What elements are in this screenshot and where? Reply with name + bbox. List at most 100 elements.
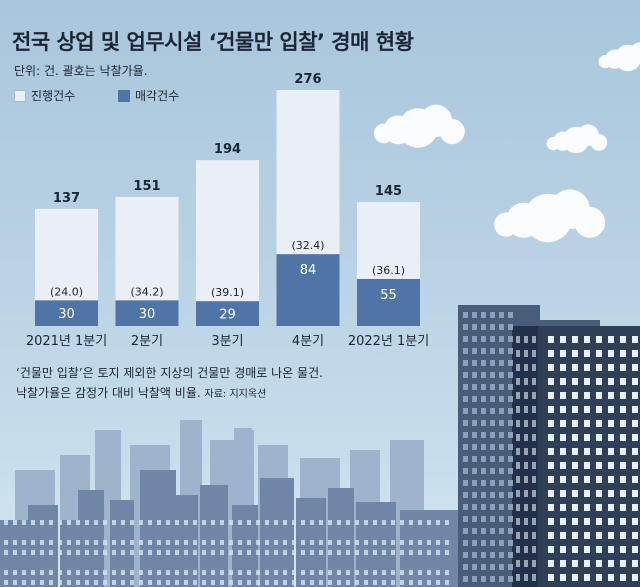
window: [560, 406, 566, 413]
window: [346, 570, 350, 575]
window: [436, 550, 440, 555]
legend-swatch-sold: [118, 89, 130, 102]
window: [481, 444, 486, 450]
window: [620, 490, 626, 497]
window: [608, 392, 614, 399]
window: [364, 570, 368, 575]
mid-building-9: [260, 478, 294, 587]
window: [481, 576, 486, 582]
window: [516, 392, 520, 399]
window: [632, 406, 638, 413]
window: [76, 570, 80, 575]
window: [85, 520, 89, 525]
window: [121, 570, 125, 575]
window: [632, 574, 638, 581]
window: [121, 550, 125, 555]
window: [508, 348, 513, 354]
window: [328, 570, 332, 575]
window: [560, 462, 566, 469]
window: [463, 516, 468, 522]
window: [499, 480, 504, 486]
window: [508, 432, 513, 438]
window: [548, 420, 554, 427]
category-label: 2022년 1분기: [348, 334, 429, 349]
window: [67, 580, 71, 585]
window: [508, 468, 513, 474]
window: [184, 580, 188, 585]
window: [499, 552, 504, 558]
window: [481, 420, 486, 426]
window: [265, 550, 269, 555]
window: [130, 570, 134, 575]
window: [472, 312, 477, 318]
window: [524, 546, 528, 553]
window: [584, 560, 590, 567]
window: [265, 570, 269, 575]
window: [490, 408, 495, 414]
window: [572, 462, 578, 469]
window: [516, 378, 520, 385]
window: [382, 550, 386, 555]
window: [202, 580, 206, 585]
window: [632, 560, 638, 567]
window: [139, 550, 143, 555]
window: [508, 552, 513, 558]
window: [584, 546, 590, 553]
window: [166, 520, 170, 525]
category-label: 4분기: [292, 334, 324, 349]
window: [524, 406, 528, 413]
window: [632, 378, 638, 385]
window: [238, 570, 242, 575]
window: [516, 420, 520, 427]
window: [94, 550, 98, 555]
window: [463, 324, 468, 330]
window: [103, 520, 107, 525]
window: [516, 364, 520, 371]
window: [596, 350, 602, 357]
window: [148, 520, 152, 525]
window: [310, 520, 314, 525]
legend-item-sold: 매각건수: [118, 87, 179, 104]
window: [490, 336, 495, 342]
window: [427, 550, 431, 555]
window: [463, 348, 468, 354]
window: [560, 532, 566, 539]
window: [373, 580, 377, 585]
window: [175, 550, 179, 555]
window: [22, 580, 26, 585]
window: [184, 540, 188, 545]
window: [516, 518, 520, 525]
window: [400, 570, 404, 575]
window: [148, 580, 152, 585]
window: [463, 576, 468, 582]
window: [608, 462, 614, 469]
window: [548, 434, 554, 441]
window: [620, 532, 626, 539]
window: [490, 384, 495, 390]
window: [229, 550, 233, 555]
window: [596, 532, 602, 539]
back-tower-windows: [463, 312, 513, 582]
window: [247, 520, 251, 525]
window: [283, 580, 287, 585]
window: [632, 448, 638, 455]
window: [532, 392, 536, 399]
window: [310, 570, 314, 575]
window: [548, 392, 554, 399]
data-label-progress: 145: [375, 184, 402, 199]
window: [508, 396, 513, 402]
window: [193, 520, 197, 525]
window: [572, 546, 578, 553]
window: [319, 580, 323, 585]
window: [548, 504, 554, 511]
window: [463, 540, 468, 546]
window: [22, 550, 26, 555]
window: [40, 570, 44, 575]
cloud: [494, 189, 606, 243]
window: [391, 520, 395, 525]
window: [427, 580, 431, 585]
window: [481, 432, 486, 438]
window: [532, 448, 536, 455]
window: [632, 420, 638, 427]
window: [202, 550, 206, 555]
